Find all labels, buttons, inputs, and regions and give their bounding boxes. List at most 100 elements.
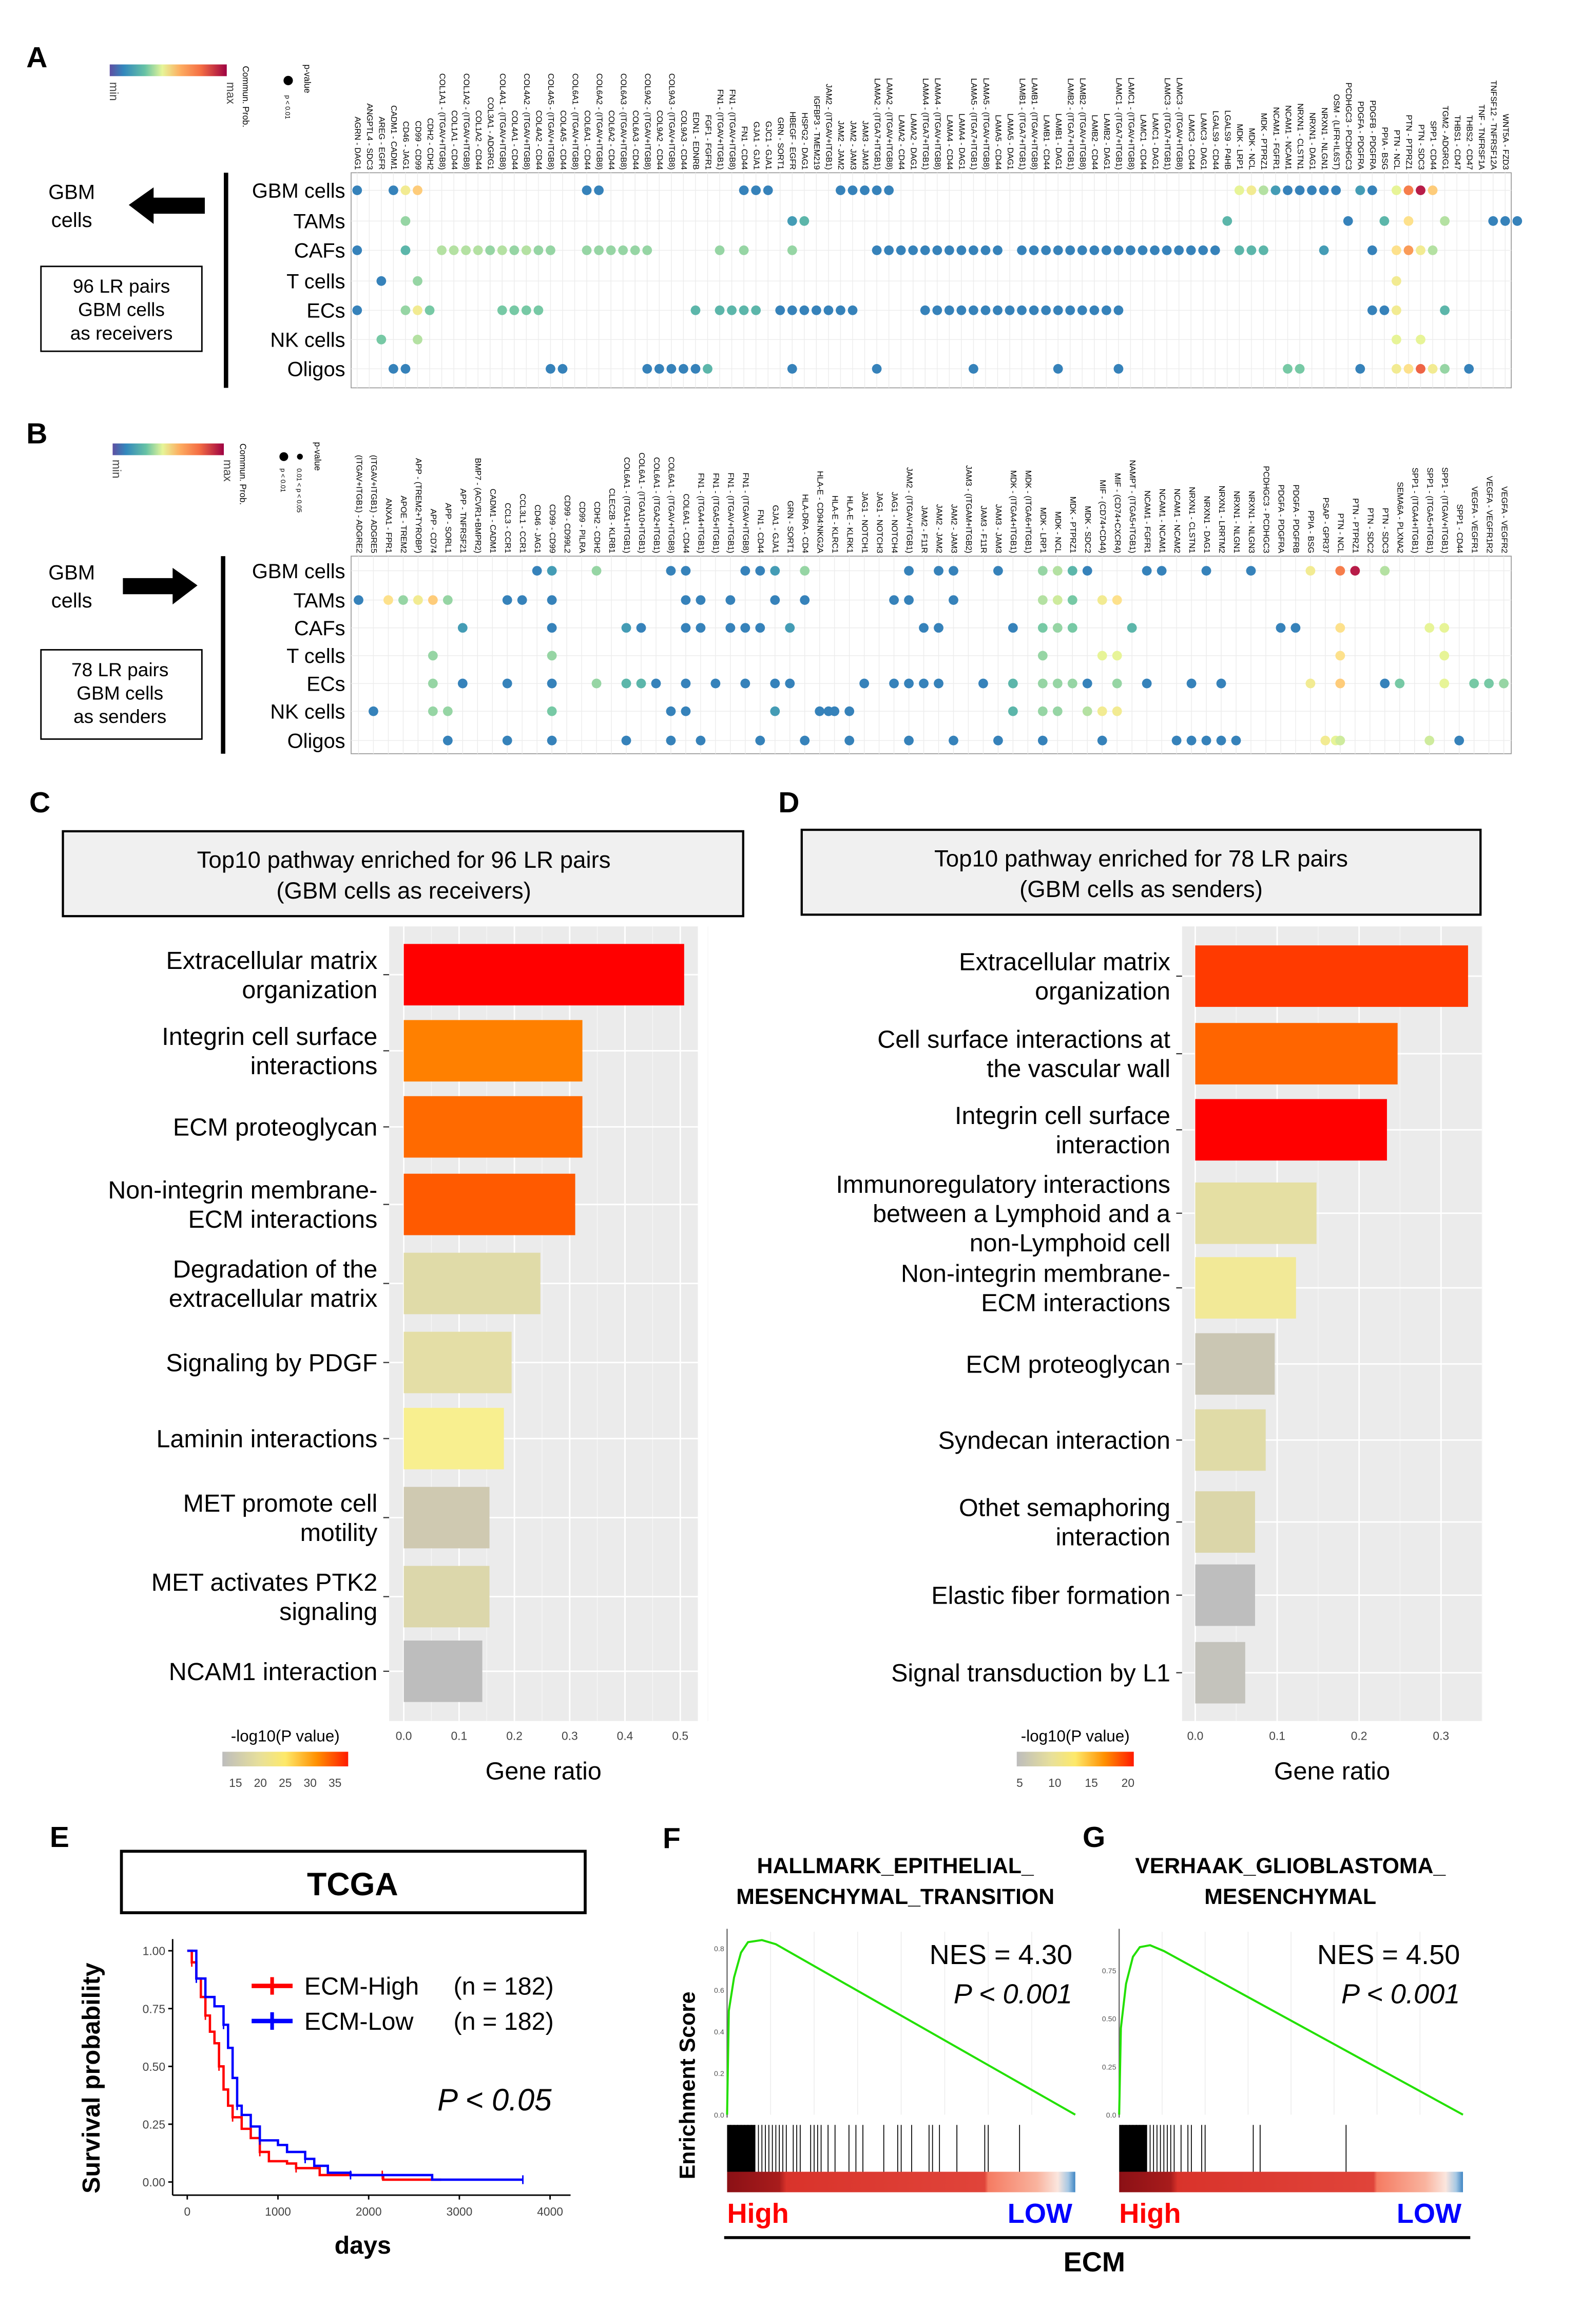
bar bbox=[1195, 1099, 1387, 1161]
lr-pair-label: LAMA4 - (ITGAV+ITGB8) bbox=[933, 78, 942, 170]
lr-pair-label: LAMC3 - CD44 bbox=[1187, 115, 1196, 170]
dot bbox=[1201, 566, 1211, 576]
dot bbox=[1052, 595, 1063, 605]
dot bbox=[473, 245, 483, 255]
dot bbox=[1138, 245, 1148, 255]
dot bbox=[1391, 364, 1401, 374]
dot bbox=[400, 305, 411, 315]
dot bbox=[400, 185, 411, 196]
dot bbox=[1469, 678, 1479, 689]
dot bbox=[666, 706, 676, 716]
lr-pair-label: MIF - (CD74+CD44) bbox=[1098, 480, 1107, 553]
dot bbox=[872, 364, 882, 374]
title-c: Top10 pathway enriched for 96 LR pairs bbox=[197, 847, 611, 873]
dot bbox=[787, 245, 797, 255]
lr-pair-label: LAMC1 - CD44 bbox=[1139, 115, 1147, 170]
lr-pair-label: CCL3L1 - CCR1 bbox=[518, 493, 527, 553]
lr-pair-label: CD99 - PILRA bbox=[577, 501, 586, 553]
dot bbox=[666, 735, 676, 746]
dot bbox=[956, 305, 967, 315]
dot bbox=[413, 185, 422, 196]
dot bbox=[1157, 566, 1167, 576]
lr-pair-label: NCAM1 - NCAM1 bbox=[1283, 105, 1292, 170]
lr-pair-label: COL6A1 - (ITGA2+ITGB1) bbox=[652, 457, 661, 553]
lr-pair-label: JAM3 - (ITGAM+ITGB2) bbox=[964, 465, 973, 553]
dot bbox=[533, 245, 544, 255]
dot bbox=[811, 305, 821, 315]
dot bbox=[739, 185, 749, 196]
cell-type-label: NK cells bbox=[270, 329, 345, 352]
lr-pair-label: COL9A2 - (ITGAV+ITGB8) bbox=[643, 73, 652, 170]
hit-mark-dense bbox=[727, 2125, 755, 2172]
dot bbox=[969, 305, 978, 315]
dot bbox=[502, 735, 512, 746]
lr-pair-label: (ITGAV+ITGB1) - ADGRE5 bbox=[369, 455, 378, 554]
arrow-right-icon bbox=[123, 567, 198, 605]
lr-pair-label: JAM3 - F11R bbox=[979, 506, 988, 554]
dot bbox=[521, 245, 531, 255]
dot bbox=[859, 678, 870, 689]
dot bbox=[934, 566, 943, 576]
lr-pair-label: MDK - LRP1 bbox=[1038, 507, 1047, 554]
lr-pair-label: JAM2 - (ITGAV+ITGB1) bbox=[904, 467, 913, 554]
legend-tick: 5 bbox=[1016, 1776, 1023, 1789]
lr-pair-label: LAMB1 - DAG1 bbox=[1054, 113, 1063, 170]
dot bbox=[1053, 245, 1063, 255]
lr-pair-label: SPP1 - (ITGAV+ITGB1) bbox=[1440, 467, 1449, 554]
lr-pair-label: APP - CD74 bbox=[429, 509, 437, 554]
dot bbox=[872, 185, 882, 196]
dot bbox=[725, 595, 736, 605]
dot bbox=[594, 185, 604, 196]
lr-pair-label: LAMB2 - DAG1 bbox=[1102, 113, 1111, 170]
cell-type-label: GBM cells bbox=[252, 180, 345, 202]
panel-label-a: A bbox=[26, 41, 47, 74]
dot bbox=[1142, 678, 1152, 689]
dot bbox=[787, 216, 797, 226]
lr-pair-label: JAM2 - (ITGAV+ITGB1) bbox=[824, 84, 833, 170]
category-label: interaction bbox=[1056, 1523, 1170, 1551]
legend-max: max bbox=[221, 460, 235, 482]
dot bbox=[1484, 678, 1494, 689]
legend-color-title: Commun. Prob. bbox=[241, 66, 251, 127]
lr-pair-label: NRXN1 - NLGN3 bbox=[1247, 491, 1256, 553]
lr-pair-label: NRXN1 - DAG1 bbox=[1307, 112, 1316, 170]
dot bbox=[1335, 623, 1345, 633]
dot bbox=[1440, 216, 1450, 226]
dot bbox=[1234, 185, 1244, 196]
lr-pair-label: CDH2 - CDH2 bbox=[426, 118, 434, 170]
row-group-bar bbox=[221, 556, 225, 754]
lr-pair-label: PDGFA - PDGFRB bbox=[1292, 485, 1300, 554]
dot bbox=[1008, 706, 1018, 716]
dot bbox=[1162, 245, 1172, 255]
dot bbox=[934, 623, 943, 633]
dot bbox=[369, 706, 378, 716]
dot bbox=[830, 706, 840, 716]
dot bbox=[547, 566, 557, 576]
summary-line: GBM cells bbox=[78, 299, 165, 320]
lr-pair-label: (ITGAV+ITGB1) - ADGRE2 bbox=[354, 455, 363, 554]
cell-type-label: TAMs bbox=[293, 589, 345, 612]
bar bbox=[403, 1252, 541, 1315]
dot bbox=[1335, 735, 1345, 746]
dot bbox=[1082, 678, 1092, 689]
dot bbox=[457, 623, 468, 633]
lr-pair-label: GJA1 - GJA1 bbox=[752, 122, 760, 170]
lr-pair-label: COL6A3 - CD44 bbox=[631, 110, 640, 170]
category-label: Integrin cell surface bbox=[162, 1023, 377, 1051]
lr-pair-label: MDK - (ITGA6+ITGB1) bbox=[1024, 470, 1032, 554]
dot bbox=[413, 276, 422, 286]
dot bbox=[1428, 245, 1438, 255]
lr-pair-label: COL9A3 - CD44 bbox=[679, 110, 688, 170]
dot bbox=[1186, 245, 1196, 255]
dot bbox=[461, 245, 471, 255]
category-label: interactions bbox=[251, 1052, 378, 1080]
category-label: NCAM1 interaction bbox=[169, 1658, 378, 1686]
lr-pair-label: TGM2 - ADGRG1 bbox=[1440, 106, 1449, 170]
dot bbox=[800, 735, 810, 746]
dot bbox=[1067, 566, 1077, 576]
lr-pair-label: ANXA1 - FPR1 bbox=[384, 498, 393, 553]
dot bbox=[1331, 185, 1341, 196]
pvalue-dot-large bbox=[283, 75, 293, 85]
dot bbox=[1198, 245, 1208, 255]
category-label: ECM interactions bbox=[981, 1289, 1170, 1317]
